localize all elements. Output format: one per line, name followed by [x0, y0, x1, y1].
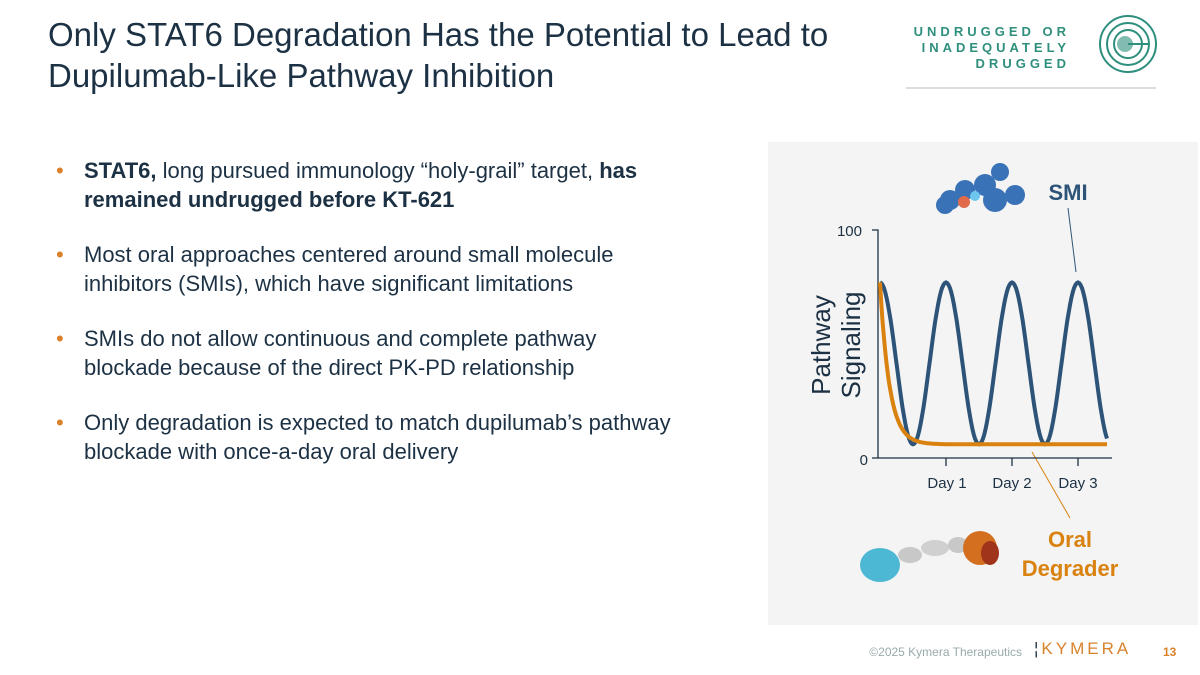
bullet-text: Most oral approaches centered around sma…	[84, 242, 614, 296]
smi-label: SMI	[1048, 180, 1087, 205]
xtick-day3: Day 3	[1058, 475, 1097, 492]
badge-line: UNDRUGGED OR	[913, 24, 1070, 39]
page-number: 13	[1163, 645, 1177, 659]
kymera-logo: ¦KYMERA	[1034, 639, 1132, 658]
xtick-day2: Day 2	[992, 475, 1031, 492]
smi-leader-line	[1067, 207, 1077, 273]
badge-line: DRUGGED	[975, 56, 1070, 71]
bullet-item: Only degradation is expected to match du…	[56, 408, 676, 466]
y-label-line: Signaling	[836, 292, 866, 399]
ytick-100: 100	[837, 223, 862, 240]
bullet-item: Most oral approaches centered around sma…	[56, 240, 676, 298]
bullet-item: SMIs do not allow continuous and complet…	[56, 324, 676, 382]
undrugged-badge: UNDRUGGED OR INADEQUATELY DRUGGED	[914, 24, 1070, 72]
y-label-line: Pathway	[806, 295, 836, 395]
bullet-list: STAT6, long pursued immunology “holy-gra…	[56, 156, 676, 492]
bullet-text: Only degradation is expected to match du…	[84, 410, 671, 464]
y-axis-label: PathwaySignaling	[806, 292, 866, 399]
ytick-0: 0	[860, 452, 868, 469]
bullet-text: SMIs do not allow continuous and complet…	[84, 326, 597, 380]
smi-series-line	[879, 280, 1109, 447]
axis-lines	[872, 229, 1112, 459]
target-dartboard-icon	[1099, 15, 1157, 73]
badge-line: INADEQUATELY	[921, 40, 1070, 55]
degrader-label: Oral Degrader	[1022, 527, 1119, 581]
copyright: ©2025 Kymera Therapeutics	[869, 645, 1022, 659]
degrader-leader-line	[1031, 451, 1071, 519]
divider	[906, 87, 1156, 89]
bullet-text: STAT6,	[84, 158, 157, 183]
degrader-series-line	[878, 282, 1107, 447]
degrader-label-line: Degrader	[1022, 556, 1119, 581]
bullet-text: long pursued immunology “holy-grail” tar…	[156, 158, 600, 183]
bullet-text: has remained undrugged before KT-621	[84, 158, 638, 212]
logo-text: KYMERA	[1041, 639, 1132, 658]
bullet-item: STAT6, long pursued immunology “holy-gra…	[56, 156, 676, 214]
degrader-molecule-image	[860, 531, 999, 582]
page-title: Only STAT6 Degradation Has the Potential…	[48, 16, 829, 94]
degrader-label-line: Oral	[1048, 527, 1092, 552]
xtick-day1: Day 1	[927, 475, 966, 492]
smi-molecule-image	[936, 163, 1025, 214]
